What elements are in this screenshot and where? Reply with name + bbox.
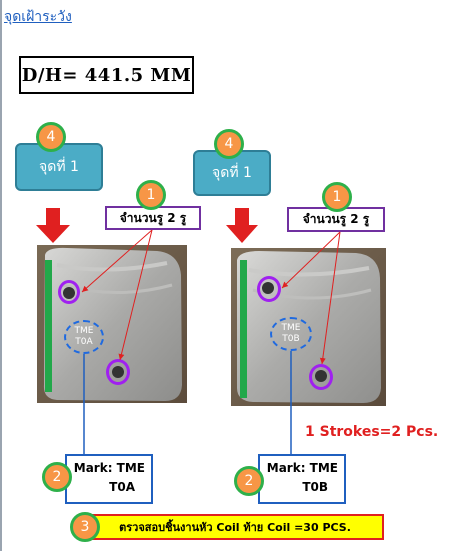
mark-line2-left: T0A xyxy=(109,480,135,494)
mark-box-left: Mark: TME T0A xyxy=(65,454,153,504)
mark-box-right: Mark: TME T0B xyxy=(258,454,346,504)
page-title: จุดเฝ้าระวัง xyxy=(4,9,72,25)
stamp-marking-right: TME T0B xyxy=(270,317,312,351)
strokes-note: 1 Strokes=2 Pcs. xyxy=(305,424,439,440)
stamp-line2-right: T0B xyxy=(282,334,300,344)
step1-badge-right: 1 xyxy=(322,182,352,212)
dh-dimension-box: D/H= 441.5 MM xyxy=(19,56,194,94)
stamp-line1-right: TME xyxy=(281,323,301,333)
mark-line2-right: T0B xyxy=(302,480,328,494)
mark-line1-left: Mark: TME xyxy=(73,461,145,475)
step1-badge-left: 1 xyxy=(136,180,166,210)
hole-ring-right-2 xyxy=(309,364,333,390)
step4-badge-right: 4 xyxy=(214,129,244,159)
stamp-line2-left: T0A xyxy=(75,337,93,347)
down-arrow-icon-right xyxy=(226,208,258,243)
step3-badge: 3 xyxy=(70,512,100,542)
down-arrow-icon-left xyxy=(36,208,70,243)
mark-line1-right: Mark: TME xyxy=(266,461,338,475)
point-label-right: จุดที่ 1 xyxy=(212,165,252,181)
hole-ring-left-1 xyxy=(58,280,80,304)
hole-ring-right-1 xyxy=(257,276,281,302)
sheet-row-border xyxy=(0,0,2,551)
stamp-marking-left: TME T0A xyxy=(64,320,104,354)
inspection-note: ตรวจสอบชิ้นงานหัว Coil ท้าย Coil =30 PCS… xyxy=(119,521,351,534)
hole-ring-left-2 xyxy=(106,359,130,385)
step4-badge-left: 4 xyxy=(36,122,66,152)
step2-badge-right: 2 xyxy=(234,466,264,496)
point-box-left: จุดที่ 1 xyxy=(15,143,103,191)
inspection-banner: ตรวจสอบชิ้นงานหัว Coil ท้าย Coil =30 PCS… xyxy=(86,514,384,540)
step2-badge-left: 2 xyxy=(42,462,72,492)
stamp-line1-left: TME xyxy=(74,326,94,336)
point-label-left: จุดที่ 1 xyxy=(39,159,79,175)
